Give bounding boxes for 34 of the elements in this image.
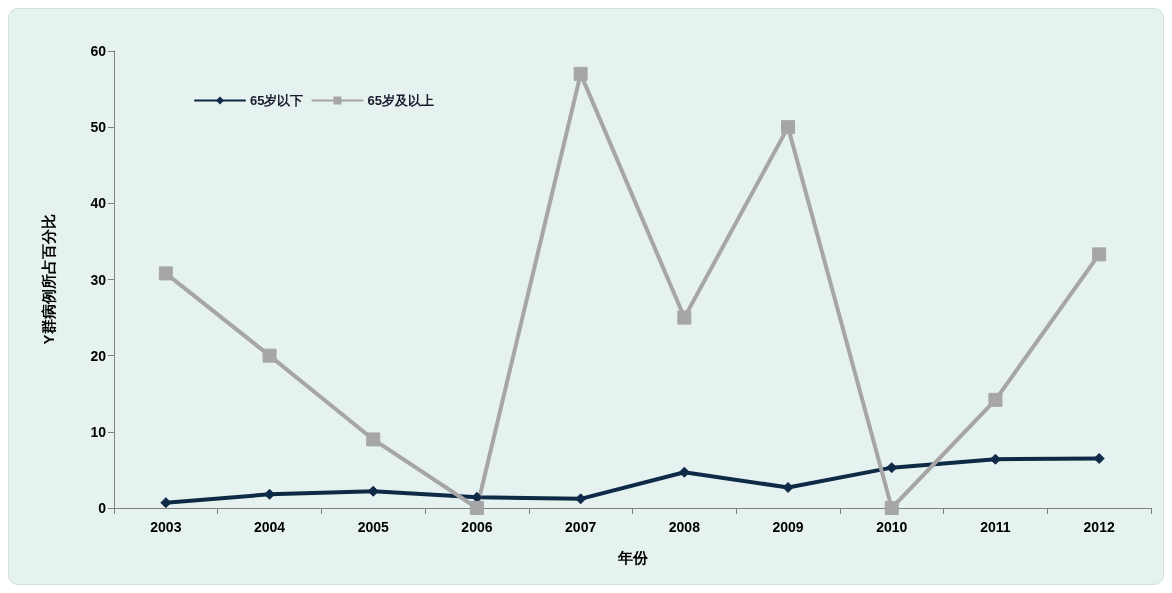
point — [677, 310, 692, 325]
point — [366, 432, 381, 447]
y-tick-label: 50 — [90, 119, 107, 136]
x-tick-label: 2008 — [668, 519, 701, 535]
legend-label: 65岁以下 — [250, 93, 304, 108]
y-tick-label: 30 — [90, 271, 107, 288]
point — [1092, 247, 1107, 262]
point — [884, 501, 899, 515]
y-tick-label: 0 — [98, 500, 107, 516]
point — [781, 120, 796, 135]
y-tick-label: 40 — [90, 195, 107, 212]
x-tick-label: 2011 — [980, 519, 1011, 535]
x-tick-label: 2003 — [150, 519, 182, 535]
point — [262, 348, 277, 363]
y-tick-label: 10 — [90, 423, 107, 440]
point — [158, 266, 173, 281]
point — [575, 493, 587, 505]
y-axis-title: Y群病例所占百分比 — [40, 214, 57, 345]
point — [678, 466, 690, 478]
y-tick-label: 20 — [90, 347, 107, 364]
x-tick-label: 2010 — [876, 519, 908, 535]
x-tick-label: 2006 — [461, 519, 493, 535]
x-axis-title: 年份 — [616, 549, 649, 566]
point — [782, 481, 794, 493]
legend-label: 65岁及以上 — [367, 93, 434, 108]
y-tick-label: 60 — [90, 43, 107, 59]
x-tick-label: 2012 — [1083, 519, 1115, 535]
x-tick-label: 2005 — [357, 519, 390, 535]
point — [469, 501, 484, 515]
x-tick-label: 2004 — [253, 519, 286, 535]
point — [988, 392, 1003, 407]
x-tick-label: 2007 — [565, 519, 597, 535]
x-tick-label: 2009 — [772, 519, 804, 535]
point — [573, 66, 588, 81]
